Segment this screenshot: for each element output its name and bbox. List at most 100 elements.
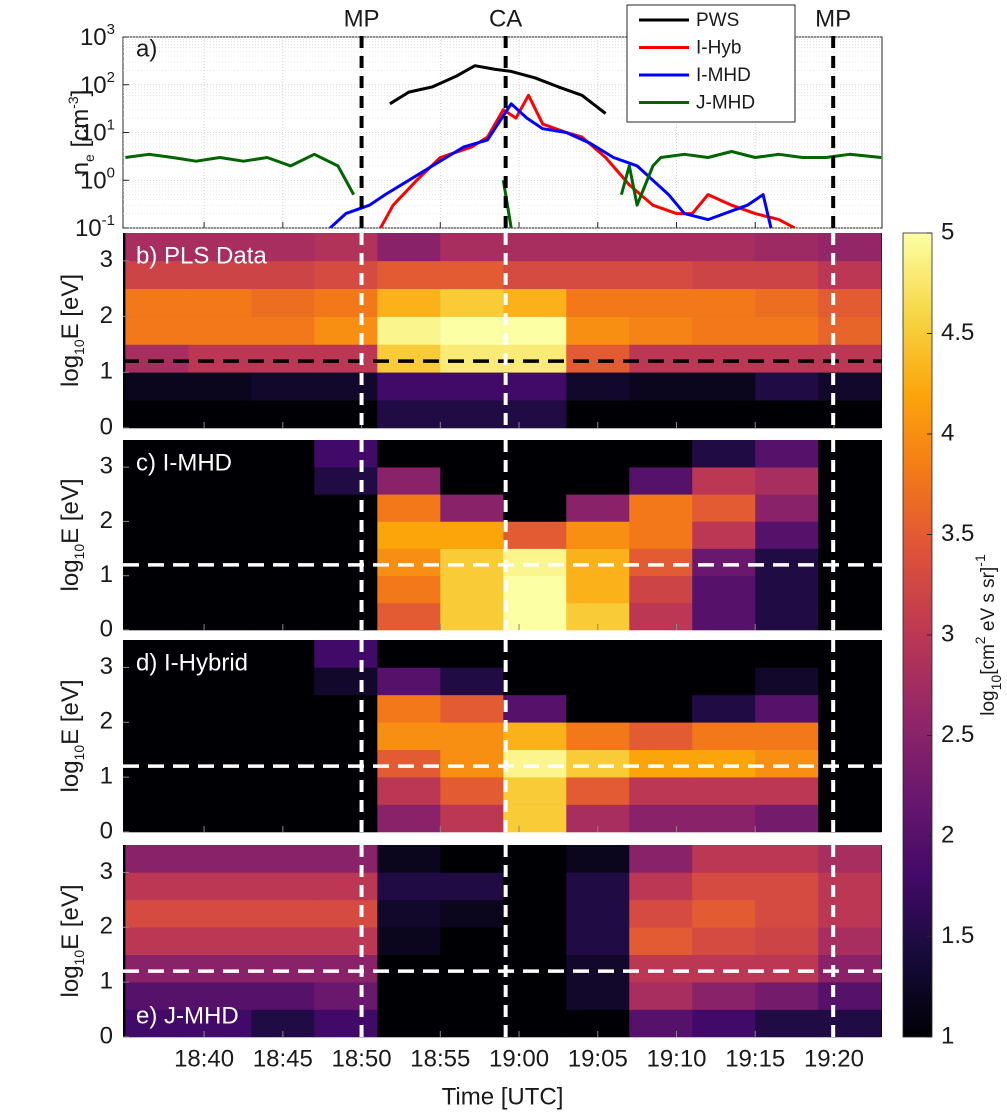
heat-cell [314,845,378,873]
y-tick-label: 2 [100,302,113,329]
heat-cell [314,1009,378,1038]
colorbar-tick-label: 2.5 [941,721,974,748]
y-tick-label: 3 [100,246,113,273]
heat-cell [692,602,756,631]
heat-cell [755,667,819,696]
heat-cell [440,722,504,751]
heat-cell [440,288,504,317]
heat-cell [629,804,693,833]
heat-cell [125,1009,189,1038]
y-axis-label: log10E [eV] [57,680,86,793]
heat-cell [755,440,819,468]
heat-cell [692,521,756,549]
heat-cell [755,640,819,668]
heat-cell [314,602,378,631]
heat-cell [503,260,567,290]
heat-cell [566,667,630,696]
heat-cell [629,899,693,928]
heat-cell [755,494,819,522]
heat-cell [188,344,252,373]
heat-cell [503,233,567,262]
y-axis-label: log10E [eV] [57,479,86,592]
heat-cell [188,602,252,631]
colorbar-tick-label: 3 [941,620,954,647]
heat-cell [818,667,882,696]
heat-cell [566,694,630,723]
y-tick-label: 0 [100,615,113,642]
event-label: CA [489,5,522,32]
heat-cell [314,467,378,495]
y-axis-label-part: n [67,162,94,175]
heat-cell [377,440,441,468]
heat-cell [440,400,504,429]
heat-cell [566,316,630,345]
y-tick-label: 1 [100,762,113,789]
heat-cell [251,575,315,604]
heat-cell [188,288,252,317]
heat-cell [125,777,189,805]
heat-cell [251,749,315,778]
heat-cell [629,667,693,696]
heat-cell [818,467,882,495]
heat-cell [440,372,504,401]
heat-cell [755,694,819,723]
y-tick-exponent: 2 [107,69,115,86]
heat-cell [188,316,252,345]
heat-cell [377,982,441,1010]
heat-cell [503,344,567,373]
heat-cell [755,1009,819,1038]
heat-cell [314,575,378,604]
heat-cell [377,899,441,928]
heat-cell [440,845,504,873]
heat-cell [755,260,819,290]
heat-cell [125,521,189,549]
heat-cell [188,899,252,928]
colorbar-label-part: -1 [972,554,988,567]
heat-cell [503,749,567,778]
heat-cell [818,440,882,468]
y-tick-label: 2 [100,708,113,735]
heat-cell [755,927,819,956]
heat-cell [692,749,756,778]
heat-cell [377,694,441,723]
heat-cell [440,260,504,290]
heat-cell [503,982,567,1010]
heat-cell [566,954,630,983]
colorbar-tick-label: 1 [941,1022,954,1049]
heat-cell [629,400,693,429]
heat-cell [629,749,693,778]
heat-cell [818,982,882,1010]
y-axis-label-part: log [57,559,84,591]
heat-cell [377,722,441,751]
heat-cell [755,372,819,401]
heat-cell [629,845,693,873]
colorbar-tick-label: 5 [941,218,954,245]
heat-cell [818,694,882,723]
heat-cell [314,521,378,549]
y-tick-base: 10 [80,24,107,51]
heat-cell [755,749,819,778]
x-tick-label: 18:45 [253,1045,313,1072]
heat-cell [503,288,567,317]
heat-cell [692,316,756,345]
heat-cell [818,372,882,401]
colorbar-tick-label: 1.5 [941,922,974,949]
heat-cell [818,640,882,668]
heat-cell [755,288,819,317]
heat-cell [377,344,441,373]
heat-cell [629,467,693,495]
heat-cell [818,804,882,833]
heat-cell [692,1009,756,1038]
heat-cell [629,440,693,468]
heat-cell [566,344,630,373]
heat-cell [629,927,693,956]
heat-cell [188,575,252,604]
heat-cell [314,316,378,345]
heat-cell [755,954,819,983]
heat-cell [188,872,252,901]
y-tick-exponent: -1 [102,212,115,229]
heat-cell [440,982,504,1010]
heat-cell [377,372,441,401]
y-axis-label-part: E [eV] [57,885,84,950]
heat-cell [377,640,441,668]
